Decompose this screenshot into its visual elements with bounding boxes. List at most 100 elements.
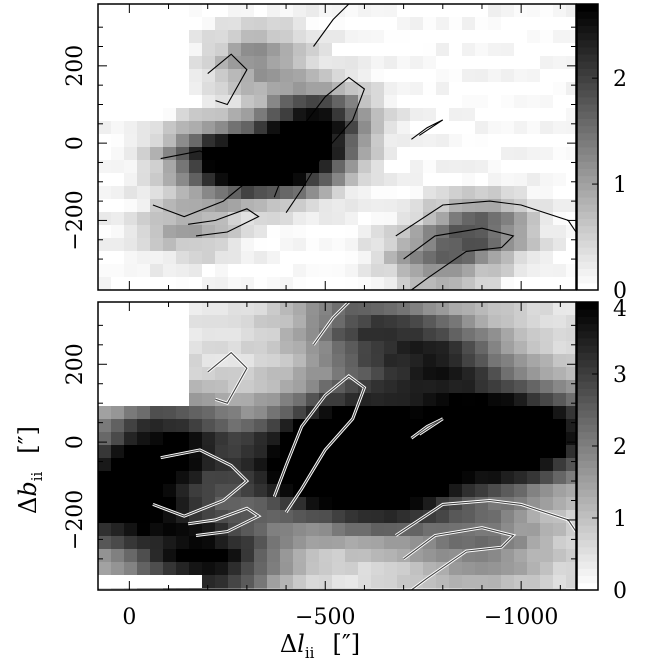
map-pixel — [215, 432, 228, 445]
map-pixel — [267, 562, 280, 575]
map-pixel — [293, 497, 306, 510]
map-pixel — [371, 588, 384, 590]
map-pixel — [254, 82, 267, 95]
map-pixel — [241, 458, 254, 471]
map-pixel — [488, 510, 501, 523]
map-pixel — [202, 69, 215, 82]
map-pixel — [527, 484, 540, 497]
map-pixel — [202, 393, 215, 406]
map-pixel — [189, 173, 202, 186]
map-pixel — [566, 17, 576, 30]
map-pixel — [215, 17, 228, 30]
map-pixel — [475, 471, 488, 484]
map-pixel — [397, 471, 410, 484]
map-pixel — [384, 277, 397, 290]
colorbar-swatch — [577, 197, 598, 205]
map-pixel — [306, 575, 319, 588]
map-pixel — [540, 56, 553, 69]
map-pixel — [111, 523, 124, 536]
map-pixel — [358, 160, 371, 173]
map-pixel — [566, 4, 576, 17]
map-pixel — [397, 212, 410, 225]
map-pixel — [267, 173, 280, 186]
map-pixel — [150, 277, 163, 290]
map-pixel — [540, 406, 553, 419]
map-pixel — [540, 238, 553, 251]
map-pixel — [423, 134, 436, 147]
map-pixel — [410, 43, 423, 56]
map-pixel — [202, 238, 215, 251]
map-pixel — [371, 264, 384, 277]
map-pixel — [267, 56, 280, 69]
map-pixel — [345, 277, 358, 290]
map-pixel — [111, 458, 124, 471]
map-pixel — [124, 523, 137, 536]
map-pixel — [293, 354, 306, 367]
map-pixel — [540, 251, 553, 264]
map-pixel — [332, 17, 345, 30]
map-pixel — [488, 212, 501, 225]
map-pixel — [267, 134, 280, 147]
map-pixel — [384, 367, 397, 380]
contour-line — [273, 375, 366, 513]
map-pixel — [397, 432, 410, 445]
map-pixel — [215, 30, 228, 43]
map-pixel — [228, 4, 241, 17]
map-pixel — [267, 536, 280, 549]
map-pixel — [462, 199, 475, 212]
colorbar-swatch — [577, 261, 598, 270]
map-pixel — [553, 406, 566, 419]
map-pixel — [527, 95, 540, 108]
colorbar-swatch — [577, 118, 598, 127]
map-pixel — [267, 108, 280, 121]
map-pixel — [137, 484, 150, 497]
map-pixel — [449, 341, 462, 354]
map-pixel — [514, 328, 527, 341]
map-pixel — [215, 445, 228, 458]
map-pixel — [254, 277, 267, 290]
map-pixel — [332, 264, 345, 277]
map-pixel — [189, 406, 202, 419]
map-pixel — [540, 393, 553, 406]
map-pixel — [176, 264, 189, 277]
map-pixel — [553, 328, 566, 341]
map-pixel — [254, 56, 267, 69]
map-pixel — [293, 108, 306, 121]
colorbar-swatch — [577, 18, 598, 26]
map-pixel — [189, 549, 202, 562]
map-pixel — [189, 393, 202, 406]
map-pixel — [527, 354, 540, 367]
map-pixel — [462, 277, 475, 290]
map-pixel — [566, 160, 576, 173]
map-pixel — [410, 419, 423, 432]
map-pixel — [501, 251, 514, 264]
map-pixel — [475, 315, 488, 328]
map-pixel — [241, 315, 254, 328]
map-pixel — [137, 108, 150, 121]
map-pixel — [267, 432, 280, 445]
map-pixel — [397, 315, 410, 328]
map-pixel — [397, 186, 410, 199]
map-pixel — [540, 367, 553, 380]
map-pixel — [527, 380, 540, 393]
map-pixel — [436, 264, 449, 277]
map-pixel — [293, 43, 306, 56]
map-pixel — [514, 199, 527, 212]
map-pixel — [319, 43, 332, 56]
map-pixel — [488, 264, 501, 277]
map-pixel — [423, 95, 436, 108]
map-pixel — [215, 251, 228, 264]
colorbar-swatch — [577, 554, 598, 562]
map-pixel — [475, 484, 488, 497]
map-pixel — [332, 147, 345, 160]
map-pixel — [202, 186, 215, 199]
map-pixel — [332, 471, 345, 484]
map-pixel — [267, 393, 280, 406]
map-pixel — [358, 510, 371, 523]
map-pixel — [306, 277, 319, 290]
map-pixel — [98, 108, 111, 121]
map-pixel — [189, 432, 202, 445]
map-pixel — [384, 432, 397, 445]
map-pixel — [462, 484, 475, 497]
map-pixel — [488, 393, 501, 406]
